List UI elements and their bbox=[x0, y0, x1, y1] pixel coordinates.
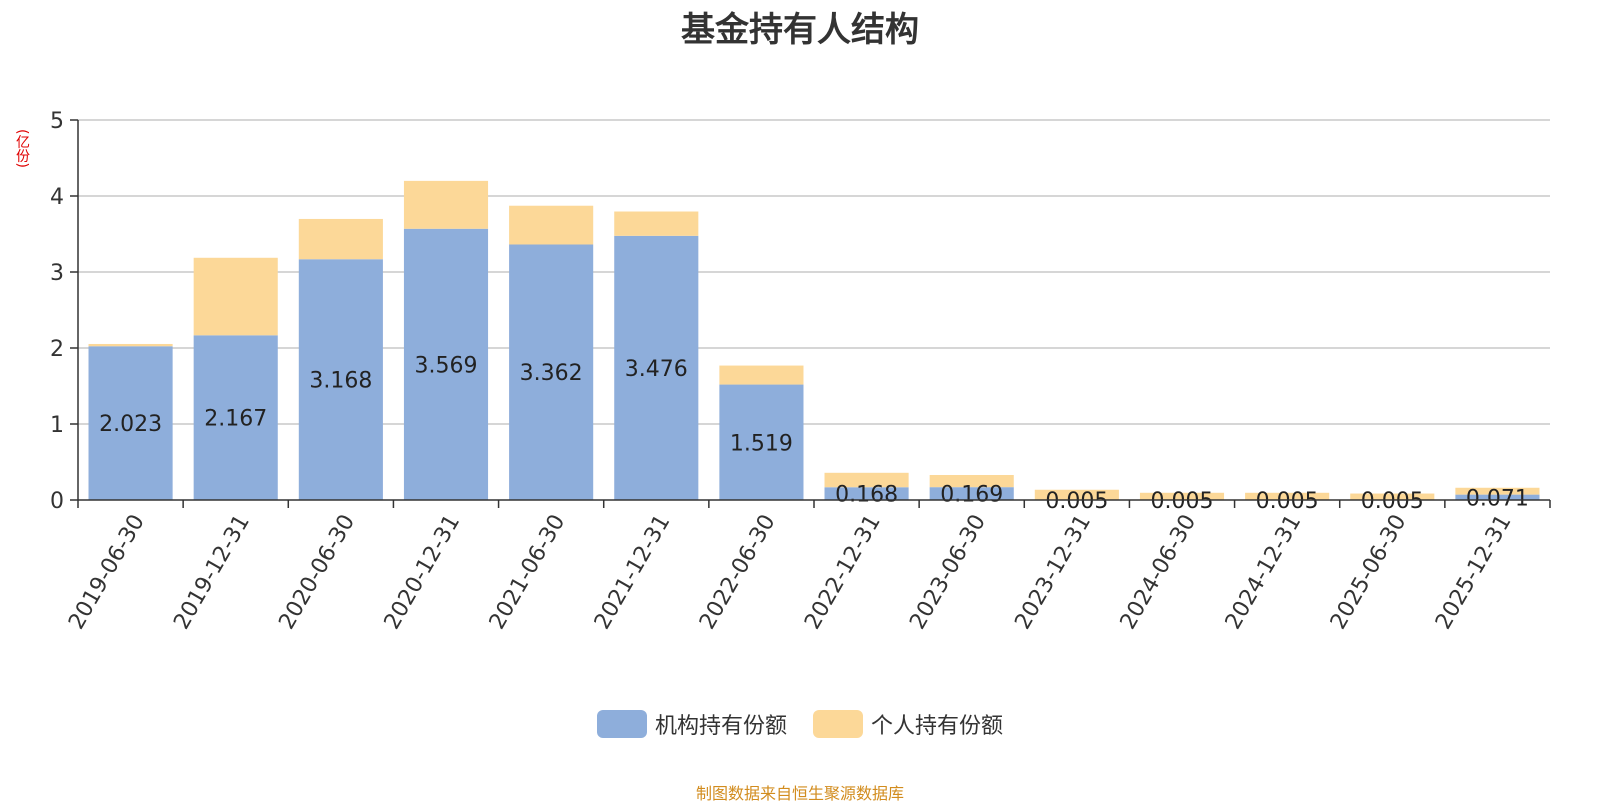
bar-individual bbox=[404, 181, 488, 229]
legend-item-individual[interactable]: 个人持有份额 bbox=[813, 708, 1003, 740]
data-label-institution: 0.005 bbox=[1151, 489, 1214, 514]
data-label-institution: 0.071 bbox=[1466, 486, 1529, 511]
x-tick-label: 2020-06-30 bbox=[274, 511, 360, 634]
x-tick-label: 2024-12-31 bbox=[1221, 511, 1307, 634]
stacked-bar-chart: 2.023 2.167 3.168 3.569 3.362 3.476 1.519 0.168… bbox=[0, 0, 1600, 700]
bar-individual bbox=[194, 258, 278, 336]
data-label-institution: 1.519 bbox=[730, 431, 793, 456]
data-label-institution: 0.168 bbox=[835, 483, 898, 508]
y-tick-label: 0 bbox=[50, 489, 64, 514]
legend-label-individual: 个人持有份额 bbox=[871, 708, 1003, 740]
x-tick-label: 2025-12-31 bbox=[1431, 511, 1517, 634]
legend-swatch-individual bbox=[813, 710, 863, 738]
data-label-institution: 3.168 bbox=[309, 369, 372, 394]
x-tick-label: 2023-06-30 bbox=[905, 511, 991, 634]
x-tick-label: 2024-06-30 bbox=[1116, 511, 1202, 634]
bar-individual bbox=[509, 206, 593, 245]
y-tick-label: 5 bbox=[50, 109, 64, 134]
y-tick-label: 4 bbox=[50, 185, 64, 210]
source-note: 制图数据来自恒生聚源数据库 bbox=[0, 780, 1600, 804]
data-label-institution: 2.023 bbox=[99, 412, 162, 437]
bar-individual bbox=[719, 366, 803, 385]
bar-individual bbox=[614, 212, 698, 236]
data-label-institution: 0.005 bbox=[1361, 489, 1424, 514]
x-tick-label: 2019-06-30 bbox=[64, 511, 150, 634]
data-label-institution: 3.569 bbox=[415, 353, 478, 378]
data-label-institution: 0.005 bbox=[1256, 489, 1319, 514]
bars bbox=[89, 181, 1540, 500]
data-label-institution: 3.476 bbox=[625, 357, 688, 382]
y-tick-label: 1 bbox=[50, 413, 64, 438]
x-tick-label: 2021-12-31 bbox=[590, 511, 676, 634]
data-label-institution: 0.005 bbox=[1045, 489, 1108, 514]
legend-item-institution[interactable]: 机构持有份额 bbox=[597, 708, 787, 740]
y-tick-label: 2 bbox=[50, 337, 64, 362]
data-label-institution: 2.167 bbox=[204, 407, 267, 432]
x-tick-label: 2020-12-31 bbox=[380, 511, 466, 634]
bar-individual bbox=[299, 219, 383, 259]
data-label-institution: 0.169 bbox=[940, 483, 1003, 508]
legend-swatch-institution bbox=[597, 710, 647, 738]
bar-individual bbox=[89, 344, 173, 346]
x-tick-label: 2022-06-30 bbox=[695, 511, 781, 634]
data-label-institution: 3.362 bbox=[520, 361, 583, 386]
legend: 机构持有份额 个人持有份额 bbox=[0, 708, 1600, 740]
x-tick-label: 2022-12-31 bbox=[800, 511, 886, 634]
x-tick-label: 2021-06-30 bbox=[485, 511, 571, 634]
x-tick-label: 2019-12-31 bbox=[169, 511, 255, 634]
x-tick-label: 2025-06-30 bbox=[1326, 511, 1412, 634]
x-tick-label: 2023-12-31 bbox=[1010, 511, 1096, 634]
y-tick-label: 3 bbox=[50, 261, 64, 286]
legend-label-institution: 机构持有份额 bbox=[655, 708, 787, 740]
